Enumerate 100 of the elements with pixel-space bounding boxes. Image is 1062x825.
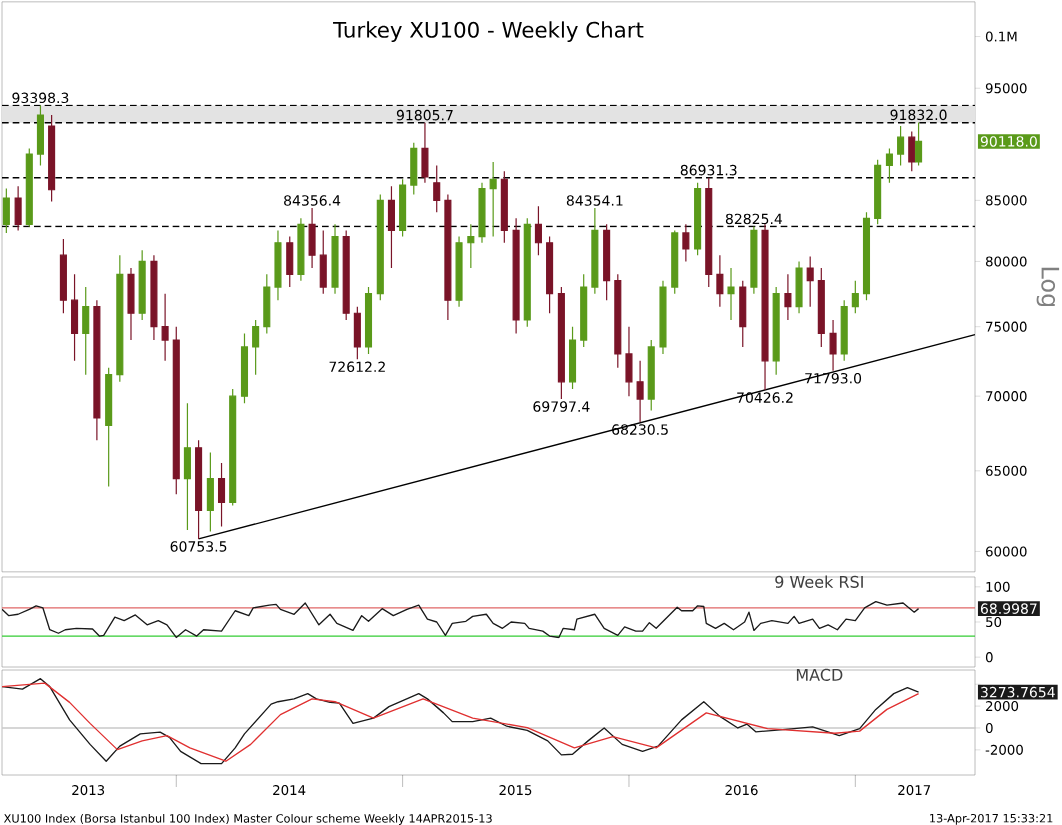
text: 3273.7654 bbox=[981, 686, 1055, 698]
y-tick-label: 80000 bbox=[985, 256, 1027, 267]
candlestick bbox=[2, 187, 10, 234]
candlestick bbox=[353, 306, 361, 360]
candlestick bbox=[546, 235, 554, 314]
candlestick bbox=[25, 147, 33, 228]
annotation: 68230.5 bbox=[612, 424, 668, 435]
candlestick bbox=[817, 267, 825, 348]
candlestick bbox=[897, 125, 905, 167]
y-tick-label: 70000 bbox=[986, 391, 1027, 402]
candlestick bbox=[523, 217, 531, 328]
candlestick bbox=[195, 439, 203, 540]
candlestick bbox=[105, 367, 113, 488]
candlestick bbox=[286, 235, 294, 288]
annotation: 72612.2 bbox=[329, 361, 385, 373]
candlestick bbox=[580, 273, 588, 348]
y-tick-label: 85000 bbox=[985, 195, 1027, 206]
candlestick bbox=[671, 229, 679, 295]
candlestick bbox=[172, 326, 180, 495]
text: 13-Apr-2017 15:33:21 bbox=[930, 813, 1053, 825]
candlestick bbox=[342, 229, 350, 321]
candlestick bbox=[829, 319, 837, 372]
annotation: 86931.3 bbox=[680, 164, 737, 176]
candlestick bbox=[478, 182, 486, 244]
candlestick bbox=[93, 299, 101, 441]
candlestick bbox=[682, 223, 690, 263]
y-tick-label: 0 bbox=[985, 722, 993, 734]
candlestick bbox=[274, 229, 282, 301]
candlestick bbox=[705, 177, 713, 288]
y-tick-label: 50 bbox=[986, 616, 1002, 628]
candlestick bbox=[885, 147, 893, 184]
candlestick bbox=[71, 273, 79, 362]
candlestick bbox=[421, 122, 429, 184]
candlestick bbox=[694, 182, 702, 256]
candlestick bbox=[806, 255, 814, 308]
candlestick bbox=[750, 225, 758, 295]
x-tick-label: 2016 bbox=[725, 785, 758, 796]
candlestick bbox=[376, 193, 384, 301]
candlestick bbox=[455, 235, 463, 308]
candlestick bbox=[252, 319, 260, 376]
y-tick-label: 60000 bbox=[986, 546, 1027, 557]
annotation: 69797.4 bbox=[533, 401, 590, 412]
x-tick-label: 2014 bbox=[273, 785, 306, 796]
candlestick bbox=[138, 249, 146, 321]
candlestick bbox=[229, 388, 237, 507]
candlestick bbox=[387, 185, 395, 269]
annotation: 60753.5 bbox=[170, 541, 227, 552]
text: 90118.0 bbox=[980, 136, 1037, 147]
candlestick bbox=[217, 462, 226, 528]
candlestick bbox=[647, 339, 655, 412]
candlestick bbox=[240, 332, 249, 404]
chart-title: MACD bbox=[796, 668, 843, 681]
candlestick bbox=[795, 260, 803, 314]
candlestick bbox=[625, 326, 633, 397]
annotation: 71793.0 bbox=[805, 372, 862, 384]
candlestick bbox=[206, 451, 214, 533]
candlestick bbox=[568, 326, 577, 390]
candlestick bbox=[659, 280, 667, 355]
candlestick bbox=[908, 131, 916, 172]
candlestick bbox=[636, 360, 644, 423]
candlestick bbox=[772, 286, 780, 376]
candlestick bbox=[557, 286, 565, 400]
x-tick-label: 2017 bbox=[898, 785, 931, 796]
y-tick-label: 75000 bbox=[986, 321, 1027, 332]
text: 68.9987 bbox=[980, 603, 1037, 614]
text: XU100 Index (Borsa Istanbul 100 Index) Master Colour scheme Weekly 14APR2015-13 bbox=[3, 813, 492, 825]
y-tick-label: 95000 bbox=[985, 83, 1027, 94]
line-series bbox=[2, 600, 920, 639]
annotation: 82825.4 bbox=[725, 213, 783, 225]
candlestick bbox=[399, 178, 407, 238]
candlestick bbox=[14, 185, 22, 232]
y-axis-title: Log bbox=[1036, 267, 1060, 307]
candlestick bbox=[308, 207, 316, 269]
candlestick bbox=[410, 142, 418, 196]
candlestick bbox=[727, 267, 735, 321]
candlestick bbox=[127, 267, 135, 341]
annotation: 91832.0 bbox=[890, 109, 947, 121]
annotation: 70426.2 bbox=[737, 392, 793, 403]
candlestick bbox=[603, 223, 611, 301]
candlestick bbox=[761, 223, 769, 391]
candlestick bbox=[614, 273, 622, 369]
candlestick bbox=[150, 254, 158, 341]
candlestick bbox=[512, 217, 520, 334]
candlestick bbox=[36, 104, 44, 167]
candlestick bbox=[915, 121, 923, 167]
candlestick bbox=[784, 273, 792, 321]
y-tick-label: 65000 bbox=[986, 465, 1027, 476]
candlestick bbox=[116, 254, 124, 383]
candlestick bbox=[319, 229, 327, 295]
y-tick-label: 0.1M bbox=[985, 31, 1017, 42]
text: Turkey XU100 - Weekly Chart bbox=[333, 21, 644, 42]
candlestick bbox=[297, 217, 305, 282]
x-tick-label: 2013 bbox=[72, 785, 105, 796]
candlestick bbox=[364, 286, 373, 355]
candlestick bbox=[716, 254, 724, 308]
candlestick bbox=[444, 193, 452, 321]
candlestick bbox=[467, 223, 475, 269]
candlestick bbox=[739, 280, 747, 348]
annotation: 84356.4 bbox=[284, 195, 341, 206]
candlestick bbox=[433, 164, 441, 213]
